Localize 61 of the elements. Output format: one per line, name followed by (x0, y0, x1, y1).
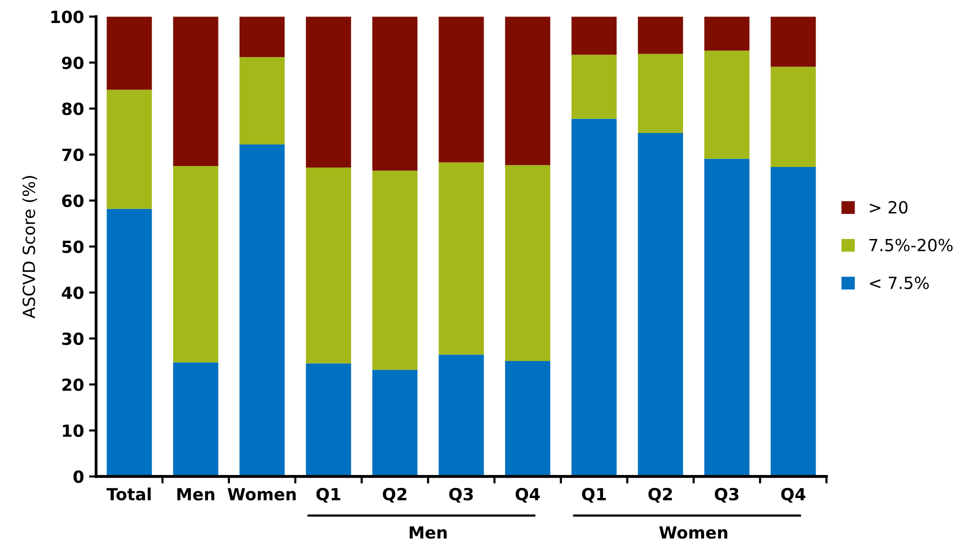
bar (770, 66, 816, 167)
legend-label: 7.5%-20% (869, 238, 953, 252)
y-tick-label: 80 (62, 102, 84, 116)
bar (638, 54, 684, 133)
x-tick-label: Q2 (382, 488, 406, 503)
bar (704, 50, 750, 159)
x-tick-label: Q3 (449, 488, 473, 503)
bar (505, 361, 550, 476)
bar (505, 16, 550, 166)
bar (372, 370, 418, 476)
legend-label: > 20 (870, 200, 908, 214)
y-tick-label: 10 (62, 424, 84, 438)
legend-label: < 7.5% (870, 276, 929, 290)
y-tick-label: 50 (62, 240, 84, 254)
bar (572, 118, 617, 476)
y-tick-label: 0 (73, 470, 84, 484)
y-tick-label: 60 (62, 194, 84, 208)
bar (638, 16, 684, 54)
y-tick-label: 100 (51, 10, 84, 24)
x-tick-label: Q1 (316, 488, 340, 503)
y-tick-label: 70 (62, 148, 84, 162)
bar (240, 144, 285, 476)
bar (505, 165, 550, 362)
y-tick-label: 20 (62, 378, 84, 392)
x-tick-label: Q4 (516, 488, 540, 503)
bar (572, 54, 617, 119)
y-tick-label: 90 (62, 56, 84, 70)
bar (240, 16, 285, 58)
bar (704, 158, 750, 476)
bar (173, 16, 218, 166)
bar (638, 132, 684, 476)
bar (704, 16, 750, 51)
x-tick-label: Men (177, 488, 214, 500)
bar (106, 16, 152, 90)
bar (438, 16, 484, 162)
bar (372, 170, 418, 370)
bar (770, 16, 816, 67)
text: Women (659, 526, 728, 539)
bar (770, 166, 816, 476)
bar (306, 363, 352, 476)
x-tick-label: Q4 (781, 488, 806, 503)
bar (173, 362, 218, 476)
bar (306, 16, 352, 168)
x-tick-label: Q3 (714, 488, 738, 503)
bar (306, 167, 352, 364)
bar (438, 162, 484, 355)
x-tick-label: Q2 (648, 488, 672, 503)
x-tick-label: Total (106, 488, 151, 500)
bar (106, 208, 152, 476)
bar (173, 166, 218, 362)
x-tick-label: Women (228, 488, 296, 500)
y-tick-label: 30 (62, 332, 84, 346)
bar (240, 57, 285, 144)
text: Men (410, 526, 447, 539)
y-tick-label: 40 (62, 286, 84, 300)
bar (106, 90, 152, 209)
bar (572, 16, 617, 55)
bar (438, 354, 484, 476)
y-axis-title: ASCVD Score (%) (22, 176, 38, 318)
bar (372, 16, 418, 171)
x-tick-label: Q1 (582, 488, 606, 503)
